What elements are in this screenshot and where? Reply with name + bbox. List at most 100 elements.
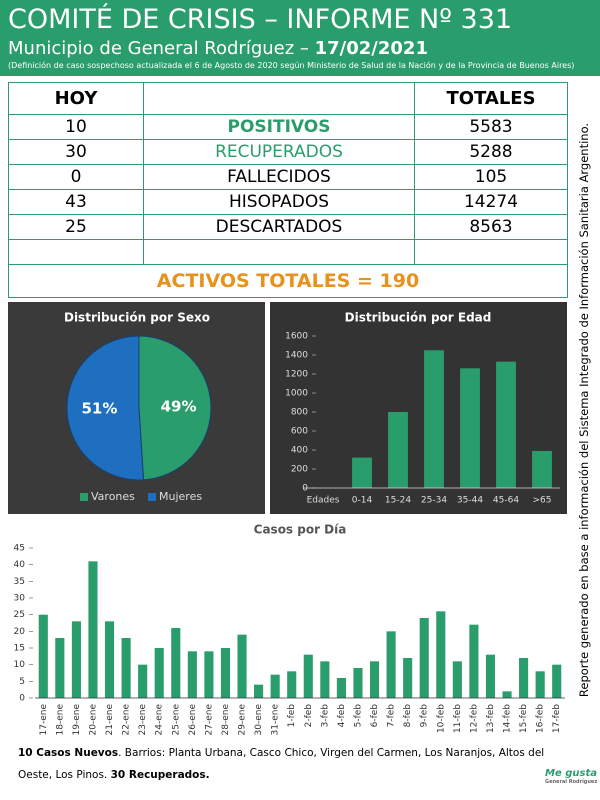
header-cell: HOY — [8, 82, 144, 115]
subtitle: Municipio de General Rodríguez – 17/02/2… — [8, 38, 428, 59]
x-tick-label: 35-44 — [457, 496, 483, 506]
bar — [138, 664, 148, 698]
empty-cell — [8, 239, 144, 265]
recovered: 30 Recuperados. — [110, 769, 210, 781]
bar — [532, 450, 552, 488]
x-tick-label: 30-ene — [254, 704, 264, 736]
bar — [469, 624, 479, 698]
x-tick-label: 25-ene — [171, 704, 181, 736]
x-tick-label: 19-ene — [72, 704, 82, 736]
pie-slice — [66, 335, 145, 481]
y-tick-label: 400 — [291, 446, 308, 456]
x-tick-label: 11-feb — [453, 704, 463, 733]
header-cell: TOTALES — [414, 82, 568, 115]
bar — [121, 638, 131, 698]
cell: HISOPADOS — [143, 189, 415, 215]
footer: 10 Casos Nuevos. Barrios: Planta Urbana,… — [18, 742, 548, 786]
logo: Me gusta General Rodríguez — [545, 768, 597, 785]
legend-label: Mujeres — [159, 490, 202, 503]
new-cases: 10 Casos Nuevos — [18, 747, 119, 759]
bar — [204, 651, 214, 698]
cell: 0 — [8, 164, 144, 190]
x-tick-label: 12-feb — [469, 704, 479, 733]
legend-swatch — [80, 493, 88, 501]
x-tick-label: 5-feb — [353, 704, 363, 728]
bar — [352, 457, 372, 488]
x-tick-label: 24-ene — [155, 704, 165, 736]
y-tick-label: 20 — [14, 627, 26, 637]
x-tick-label: 22-ene — [122, 704, 132, 736]
y-tick-label: 10 — [14, 660, 26, 670]
x-tick-label: 21-ene — [105, 704, 115, 736]
bar — [552, 664, 562, 698]
y-tick-label: 800 — [291, 408, 308, 418]
x-tick-label: >65 — [533, 496, 552, 506]
summary-table: HOY TOTALES 10 POSITIVOS 5583 30 RECUPERADOS 5… — [8, 82, 568, 298]
logo-name: Me gusta — [545, 768, 597, 779]
bar — [320, 661, 330, 698]
bar — [220, 648, 231, 698]
subtitle-text: Municipio de General Rodríguez – — [8, 38, 315, 59]
y-tick-label: 15 — [14, 644, 25, 654]
y-tick-label: 5 — [19, 677, 25, 687]
bar — [303, 654, 313, 698]
bar — [55, 638, 65, 698]
bar — [353, 668, 363, 698]
cell: 43 — [8, 189, 144, 215]
pie-slice — [138, 335, 212, 481]
y-tick-label: 600 — [291, 427, 308, 437]
panel — [270, 302, 567, 514]
data-label: 49% — [161, 397, 197, 415]
side-note: Reporte generado en base a información d… — [577, 122, 591, 698]
x-tick-label: 6-feb — [370, 704, 380, 728]
x-tick-label: 17-ene — [39, 704, 49, 736]
header: COMITÉ DE CRISIS – INFORME Nº 331 Munici… — [0, 0, 600, 76]
cell: 14274 — [414, 189, 568, 215]
y-tick-label: 1200 — [285, 370, 308, 380]
y-tick-label: 1400 — [285, 351, 308, 361]
cell: RECUPERADOS — [143, 139, 415, 165]
bar — [460, 368, 480, 488]
bar — [336, 678, 346, 698]
bar — [237, 634, 247, 698]
chart-title: Distribución por Edad — [345, 311, 492, 325]
bar — [519, 658, 529, 698]
bar — [38, 614, 48, 698]
x-tick-label: 23-ene — [138, 704, 148, 736]
y-tick-label: 200 — [291, 465, 308, 475]
chart-title: Distribución por Sexo — [64, 311, 210, 325]
y-tick-label: 35 — [14, 577, 25, 587]
cell: 105 — [414, 164, 568, 190]
x-tick-label: 26-ene — [188, 704, 198, 736]
bar — [187, 651, 197, 698]
note: (Definición de caso sospechoso actualiza… — [8, 61, 575, 70]
bar — [419, 618, 429, 698]
x-tick-label: 28-ene — [221, 704, 231, 736]
bar — [71, 621, 81, 698]
y-tick-label: 1000 — [285, 389, 308, 399]
x-tick-label: 10-feb — [436, 704, 446, 733]
bar — [104, 621, 115, 698]
x-tick-label: 20-ene — [88, 704, 98, 736]
bar — [270, 674, 280, 698]
x-tick-label: 1-feb — [287, 704, 297, 728]
bar — [154, 648, 164, 698]
bar — [287, 671, 297, 698]
x-tick-label: 45-64 — [493, 496, 519, 506]
x-tick-label: 27-ene — [204, 704, 214, 736]
x-axis-label: Edades — [307, 496, 340, 506]
logo-place: General Rodríguez — [545, 779, 598, 785]
y-tick-label: 40 — [14, 560, 26, 570]
x-tick-label: 9-feb — [420, 704, 430, 728]
cell: POSITIVOS — [143, 114, 415, 140]
data-label: 51% — [81, 400, 117, 418]
table-row: 43 HISOPADOS 14274 — [8, 189, 568, 215]
legend-label: Varones — [91, 490, 135, 503]
x-tick-label: 14-feb — [503, 704, 513, 733]
date: 17/02/2021 — [314, 38, 428, 59]
y-tick-label: 45 — [14, 544, 25, 554]
cell: 10 — [8, 114, 144, 140]
cell: FALLECIDOS — [143, 164, 415, 190]
bar — [171, 628, 181, 698]
x-tick-label: 13-feb — [486, 704, 496, 733]
